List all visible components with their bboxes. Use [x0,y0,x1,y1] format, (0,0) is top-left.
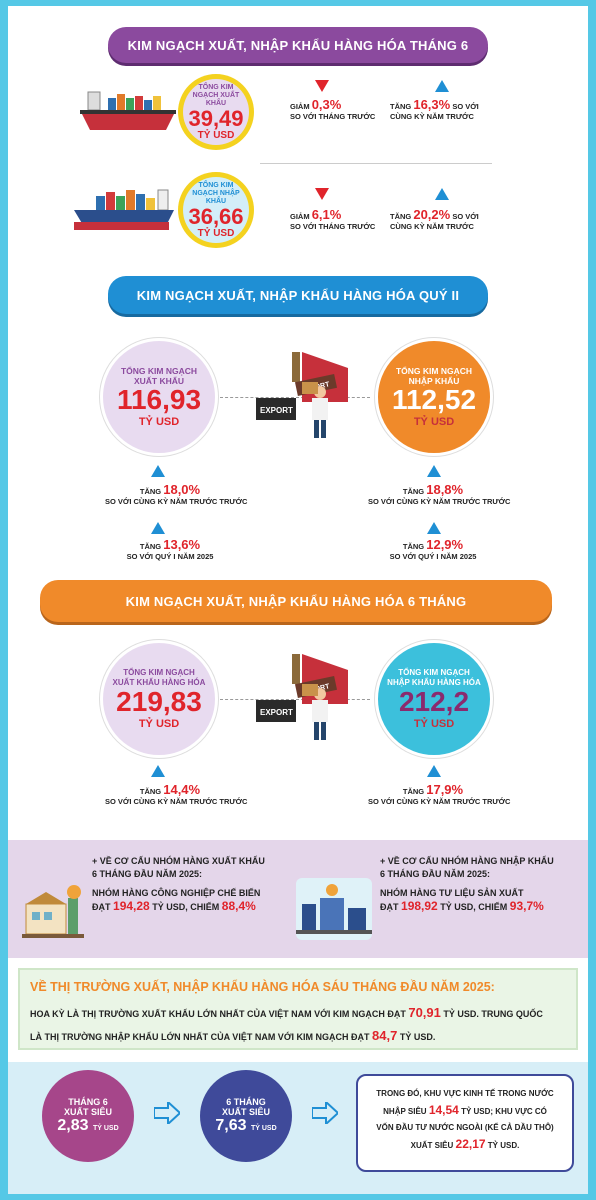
h1-import-unit: TỶ USD [413,718,455,730]
june-export-label: TỔNG KIM NGẠCH XUẤT KHẨU [192,83,240,107]
h1-import-label2: NHẬP KHẨU HÀNG HÓA [387,678,481,687]
h1-export-circle: TỔNG KIM NGẠCH XUẤT KHẨU HÀNG HÓA 219,83… [100,640,218,758]
h1-import-circle: TỔNG KIM NGẠCH NHẬP KHẨU HÀNG HÓA 212,2 … [375,640,493,758]
h1-import-c1: TĂNG 17,9% SO VỚI CÙNG KỲ NĂM TRƯỚC TRƯỚC [368,782,511,806]
structure-import-text: + VỀ CƠ CẤU NHÓM HÀNG NHẬP KHẨU 6 THÁNG … [380,856,554,913]
decrease-arrow-icon [315,80,329,92]
surplus-note-box [356,1074,574,1172]
export-tag: EXPORT [260,406,293,415]
june-export-change1: GIẢM 0,3% SO VỚI THÁNG TRƯỚC [290,97,376,121]
market-text: HOA KỲ LÀ THỊ TRƯỜNG XUẤT KHẨU LỚN NHẤT … [30,1005,543,1043]
divider [260,163,492,164]
q2-title-banner: KIM NGẠCH XUẤT, NHẬP KHẨU HÀNG HÓA QUÝ I… [108,276,488,314]
q2-export-circle: TỔNG KIM NGẠCH XUẤT KHẨU 116,93 TỶ USD [100,338,218,456]
q2-import-c2: TĂNG 12,9% SO VỚI QUÝ I NĂM 2025 [389,537,477,561]
increase-arrow-icon [151,765,165,777]
june-import-value: 36,66 [188,203,244,229]
export-import-illustration-icon: IMPORT EXPORT [256,654,348,740]
june-import-label: TỔNG KIM NGẠCH NHẬP KHẨU [192,181,240,205]
increase-arrow-icon [435,188,449,200]
june-export-change2: TĂNG 16,3% SO VỚI CÙNG KỲ NĂM TRƯỚC [390,97,479,121]
june-export-unit: TỶ USD [197,129,235,141]
export-import-illustration-icon: IMPORT EXPORT [256,352,348,438]
structure-export-text: + VỀ CƠ CẤU NHÓM HÀNG XUẤT KHẨU 6 THÁNG … [92,856,265,913]
june-title: KIM NGẠCH XUẤT, NHẬP KHẨU HÀNG HÓA THÁNG… [127,37,469,53]
h1-export-label1: TỔNG KIM NGẠCH [123,668,195,677]
q2-import-value: 112,52 [391,384,477,415]
june-surplus-l2: XUẤT SIÊU [63,1107,112,1117]
h1-surplus-l1: 6 THÁNG [226,1097,266,1107]
q2-export-c2: TĂNG 13,6% SO VỚI QUÝ I NĂM 2025 [126,537,214,561]
surplus-note-text: TRONG ĐÓ, KHU VỰC KINH TẾ TRONG NƯỚC NHẬ… [376,1089,554,1151]
june-surplus-circle: THÁNG 6 XUẤT SIÊU 2,83 TỶ USD [42,1070,134,1162]
increase-arrow-icon [427,465,441,477]
arrow-right-icon [312,1102,338,1124]
increase-arrow-icon [427,522,441,534]
increase-arrow-icon [435,80,449,92]
q2-export-c1: TĂNG 18,0% SO VỚI CÙNG KỲ NĂM TRƯỚC TRƯỚC [105,482,248,506]
q2-title: KIM NGẠCH XUẤT, NHẬP KHẨU HÀNG HÓA QUÝ I… [136,287,460,303]
container-ship-icon [74,189,174,230]
june-import-unit: TỶ USD [197,227,235,239]
h1-surplus-l2: XUẤT SIÊU [221,1107,270,1117]
june-import-change2: TĂNG 20,2% SO VỚI CÙNG KỲ NĂM TRƯỚC [390,207,479,231]
export-tag: EXPORT [260,708,293,717]
june-surplus-l1: THÁNG 6 [68,1097,108,1107]
h1-import-value: 212,2 [398,686,470,717]
market-panel [18,968,578,1050]
q2-export-label2: XUẤT KHẨU [133,376,185,386]
q2-import-label2: NHẬP KHẨU [408,376,460,386]
cargo-ship-icon [80,91,176,130]
market-title: VỀ THỊ TRƯỜNG XUẤT, NHẬP KHẨU HÀNG HÓA S… [30,980,495,994]
increase-arrow-icon [151,522,165,534]
h1-title-banner: KIM NGẠCH XUẤT, NHẬP KHẨU HÀNG HÓA 6 THÁ… [40,580,552,622]
h1-export-value: 219,83 [116,686,202,717]
h1-export-unit: TỶ USD [138,718,180,730]
increase-arrow-icon [427,765,441,777]
connector [220,397,370,398]
june-title-banner: KIM NGẠCH XUẤT, NHẬP KHẨU HÀNG HÓA THÁNG… [108,27,488,63]
production-machinery-icon [296,878,372,940]
june-import-change1: GIẢM 6,1% SO VỚI THÁNG TRƯỚC [290,207,376,231]
h1-import-label1: TỔNG KIM NGẠCH [398,668,470,677]
q2-export-value: 116,93 [116,384,202,415]
connector [220,699,370,700]
june-export-circle: TỔNG KIM NGẠCH XUẤT KHẨU 39,49 TỶ USD [178,74,254,150]
h1-export-label2: XUẤT KHẨU HÀNG HÓA [112,678,206,687]
q2-import-circle: TỔNG KIM NGẠCH NHẬP KHẨU 112,52 TỶ USD [375,338,493,456]
q2-import-label1: TỔNG KIM NGẠCH [395,366,473,376]
q2-import-unit: TỶ USD [413,416,455,428]
h1-surplus-value: 7,63 [215,1117,247,1134]
q2-import-c1: TĂNG 18,8% SO VỚI CÙNG KỲ NĂM TRƯỚC TRƯỚC [368,482,511,506]
june-import-circle: TỔNG KIM NGẠCH NHẬP KHẨU 36,66 TỶ USD [178,172,254,248]
h1-surplus-unit: TỶ USD [250,1125,277,1132]
increase-arrow-icon [151,465,165,477]
june-surplus-unit: TỶ USD [92,1125,119,1132]
june-export-value: 39,49 [188,105,244,131]
h1-surplus-circle: 6 THÁNG XUẤT SIÊU 7,63 TỶ USD [200,1070,292,1162]
arrow-right-icon [154,1102,180,1124]
q2-export-unit: TỶ USD [138,416,180,428]
q2-export-label1: TỔNG KIM NGẠCH [120,366,198,376]
june-surplus-value: 2,83 [57,1117,89,1134]
factory-icon [22,885,84,938]
h1-export-c1: TĂNG 14,4% SO VỚI CÙNG KỲ NĂM TRƯỚC TRƯỚC [105,782,248,806]
decrease-arrow-icon [315,188,329,200]
h1-title: KIM NGẠCH XUẤT, NHẬP KHẨU HÀNG HÓA 6 THÁ… [125,593,467,609]
